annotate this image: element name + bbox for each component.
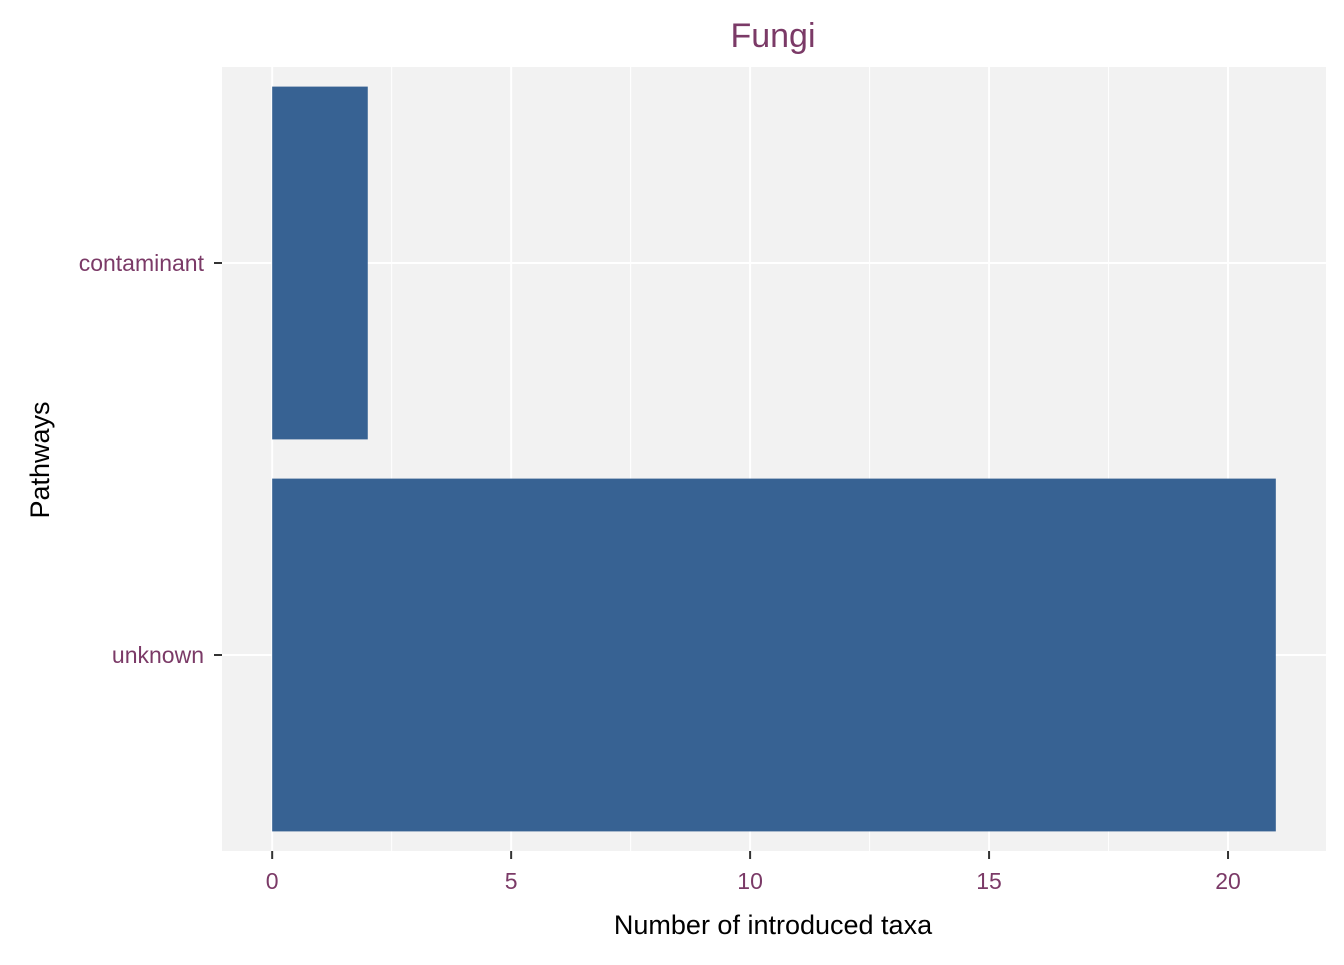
x-tick-label: 20	[1215, 868, 1241, 894]
x-axis-title: Number of introduced taxa	[614, 910, 933, 940]
y-tick-label: contaminant	[79, 250, 205, 276]
chart-title: Fungi	[730, 17, 815, 55]
y-axis-title: Pathways	[25, 401, 55, 518]
x-tick-label: 5	[505, 868, 518, 894]
x-tick-label: 15	[976, 868, 1002, 894]
y-tick-label: unknown	[112, 642, 204, 668]
bar-unknown	[272, 478, 1276, 832]
bar-contaminant	[272, 86, 368, 440]
y-axis: contaminant unknown	[79, 250, 222, 668]
bars	[272, 86, 1276, 832]
x-tick-label: 0	[266, 868, 279, 894]
x-axis: 0 5 10 15 20	[266, 851, 1241, 894]
x-tick-label: 10	[737, 868, 763, 894]
